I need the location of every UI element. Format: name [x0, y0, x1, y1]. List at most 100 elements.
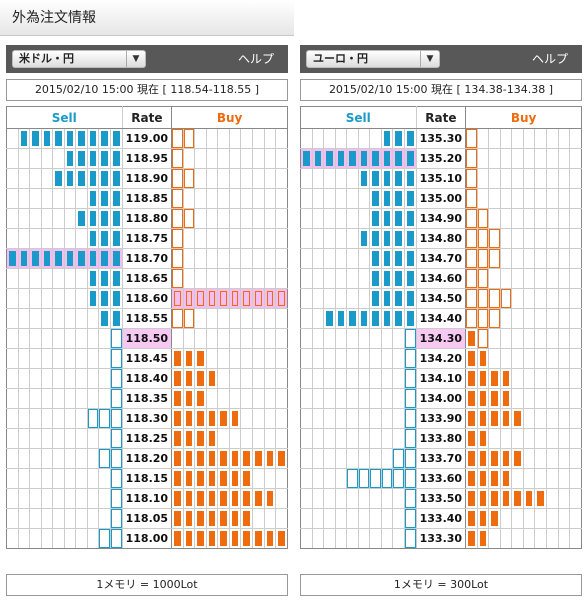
- sell-cell: [346, 448, 359, 469]
- sell-cell: [312, 528, 325, 549]
- buy-cell: [275, 328, 288, 349]
- rate-value: 133.70: [415, 448, 467, 469]
- buy-cell: [534, 468, 547, 489]
- chevron-down-icon[interactable]: ▼: [420, 51, 439, 67]
- rate-value: 118.15: [121, 468, 173, 489]
- buy-cell: [546, 268, 559, 289]
- buy-cell: [569, 468, 582, 489]
- buy-cell: [229, 328, 242, 349]
- buy-block-filled: [465, 428, 478, 449]
- sell-cell: [41, 468, 54, 489]
- sell-cell: [18, 288, 31, 309]
- buy-cell: [229, 348, 242, 369]
- buy-cell: [183, 148, 196, 169]
- sell-block-filled: [87, 268, 100, 289]
- buy-block-filled: [465, 448, 478, 469]
- sell-cell: [312, 368, 325, 389]
- sell-block-filled: [75, 248, 88, 269]
- sell-cell: [312, 248, 325, 269]
- buy-cell: [240, 388, 253, 409]
- buy-cell: [558, 208, 571, 229]
- rate-row: 118.60: [6, 288, 288, 309]
- sell-cell: [52, 448, 65, 469]
- buy-block-filled: [217, 408, 230, 429]
- sell-block-filled: [392, 148, 405, 169]
- rate-value: 134.20: [415, 348, 467, 369]
- rate-value: 135.10: [415, 168, 467, 189]
- sell-block-filled: [87, 208, 100, 229]
- sell-cell: [392, 528, 405, 549]
- sell-cell: [75, 308, 88, 329]
- sell-cell: [346, 288, 359, 309]
- buy-cell: [500, 128, 513, 149]
- sell-cell: [41, 408, 54, 429]
- sell-cell: [346, 208, 359, 229]
- buy-cell: [534, 428, 547, 449]
- rate-value: 118.55: [121, 308, 173, 329]
- sell-cell: [41, 448, 54, 469]
- buy-block-filled: [252, 448, 265, 469]
- buy-cell: [240, 368, 253, 389]
- sell-block-outline: [381, 468, 394, 489]
- sell-cell: [75, 328, 88, 349]
- buy-block-filled: [171, 368, 184, 389]
- sell-cell: [358, 348, 371, 369]
- sell-cell: [335, 128, 348, 149]
- help-link[interactable]: ヘルプ: [531, 52, 568, 66]
- sell-block-filled: [392, 208, 405, 229]
- sell-cell: [312, 448, 325, 469]
- chevron-down-icon[interactable]: ▼: [126, 51, 145, 67]
- sell-cell: [381, 448, 394, 469]
- sell-block-filled: [52, 128, 65, 149]
- help-link[interactable]: ヘルプ: [237, 52, 274, 66]
- currency-pair-select[interactable]: ユーロ・円 ▼: [306, 50, 440, 68]
- buy-cell: [534, 168, 547, 189]
- sell-cell: [381, 368, 394, 389]
- sell-cell: [6, 268, 19, 289]
- rate-row: 133.60: [300, 468, 582, 489]
- sell-block-filled: [87, 168, 100, 189]
- buy-block-outline: [194, 288, 207, 309]
- currency-pair-select[interactable]: 米ドル・円 ▼: [12, 50, 146, 68]
- sell-cell: [323, 488, 336, 509]
- sell-cell: [41, 508, 54, 529]
- sell-cell: [6, 488, 19, 509]
- sell-cell: [335, 508, 348, 529]
- rate-value: 118.65: [121, 268, 173, 289]
- buy-cell: [217, 208, 230, 229]
- buy-block-outline: [477, 208, 490, 229]
- sell-cell: [358, 508, 371, 529]
- sell-cell: [358, 368, 371, 389]
- sell-block-filled: [98, 148, 111, 169]
- sell-cell: [323, 288, 336, 309]
- buy-block-filled: [183, 348, 196, 369]
- sell-cell: [41, 288, 54, 309]
- buy-block-filled: [500, 488, 513, 509]
- sell-cell: [369, 488, 382, 509]
- buy-block-outline: [465, 288, 478, 309]
- buy-block-filled: [206, 408, 219, 429]
- sell-cell: [369, 388, 382, 409]
- rate-row: 118.65: [6, 268, 288, 289]
- buy-header: Buy: [465, 106, 582, 129]
- sell-block-filled: [18, 248, 31, 269]
- buy-block-filled: [206, 528, 219, 549]
- buy-cell: [194, 128, 207, 149]
- buy-block-filled: [264, 488, 277, 509]
- sell-cell: [64, 328, 77, 349]
- buy-cell: [558, 348, 571, 369]
- sell-block-filled: [392, 228, 405, 249]
- buy-block-outline: [183, 128, 196, 149]
- buy-cell: [252, 408, 265, 429]
- sell-cell: [346, 168, 359, 189]
- buy-cell: [171, 328, 184, 349]
- buy-cell: [523, 128, 536, 149]
- rate-value: 134.80: [415, 228, 467, 249]
- sell-cell: [335, 488, 348, 509]
- buy-cell: [511, 348, 524, 369]
- buy-block-filled: [523, 488, 536, 509]
- buy-cell: [229, 248, 242, 269]
- buy-cell: [546, 328, 559, 349]
- sell-block-filled: [110, 188, 123, 209]
- sell-block-outline: [346, 468, 359, 489]
